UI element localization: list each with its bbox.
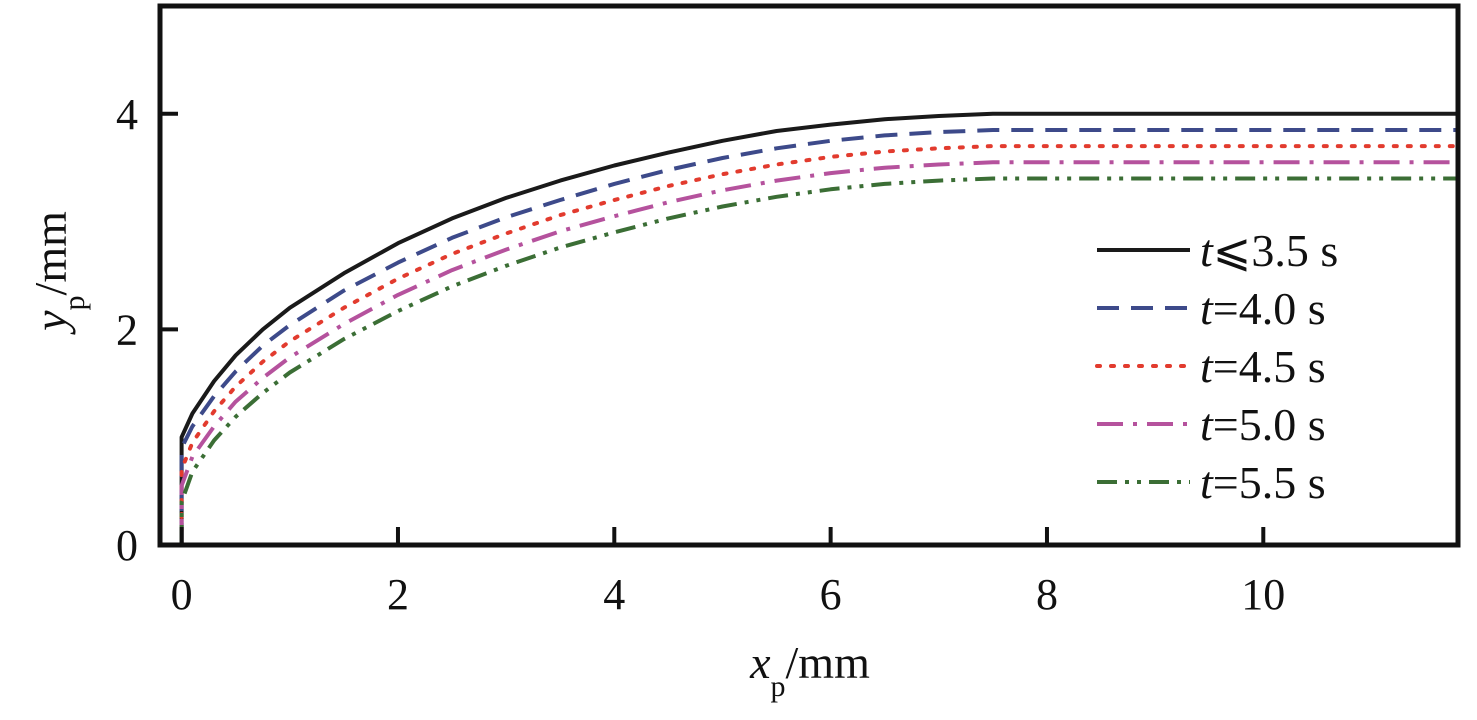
x-tick-label: 6 bbox=[820, 570, 842, 619]
series-line-3 bbox=[179, 144, 1460, 547]
plot-frame bbox=[157, 3, 1461, 548]
x-axis-label-sub: p bbox=[771, 670, 786, 703]
legend-label-4: t=5.0 s bbox=[1200, 399, 1326, 450]
x-tick-label: 0 bbox=[171, 570, 193, 619]
legend-label-2: t=4.0 s bbox=[1200, 283, 1326, 334]
x-tick-label: 8 bbox=[1036, 570, 1058, 619]
y-tick-label: 2 bbox=[116, 305, 138, 354]
x-tick-label: 2 bbox=[387, 570, 409, 619]
series-line-4 bbox=[179, 160, 1458, 545]
y-axis-label-sub: p bbox=[58, 295, 91, 310]
series-line-1 bbox=[179, 111, 1458, 545]
x-axis-label: xp/mm bbox=[749, 637, 870, 703]
x-axis-label-unit: /mm bbox=[786, 637, 871, 688]
series-line-5 bbox=[179, 176, 1458, 545]
y-axis-label-unit: /mm bbox=[25, 211, 76, 296]
legend-label-5: t=5.5 s bbox=[1200, 457, 1326, 508]
y-tick-label: 4 bbox=[116, 90, 138, 139]
legend: t⩽3.5 s t=4.0 s t=4.5 s t=5.0 s t=5.5 s bbox=[1095, 225, 1338, 508]
x-tick-label: 4 bbox=[603, 570, 625, 619]
legend-label-1: t⩽3.5 s bbox=[1200, 225, 1338, 276]
legend-label-3: t=4.5 s bbox=[1200, 341, 1326, 392]
y-axis-label-main: y bbox=[25, 310, 76, 335]
tick-labels: 0 2 4 6 8 10 0 2 4 bbox=[116, 90, 1285, 619]
series-layer bbox=[179, 111, 1460, 547]
y-axis-label: yp/mm bbox=[25, 211, 91, 335]
x-tick-label: 10 bbox=[1241, 570, 1285, 619]
y-tick-label: 0 bbox=[116, 521, 138, 570]
x-axis-label-main: x bbox=[749, 637, 771, 688]
